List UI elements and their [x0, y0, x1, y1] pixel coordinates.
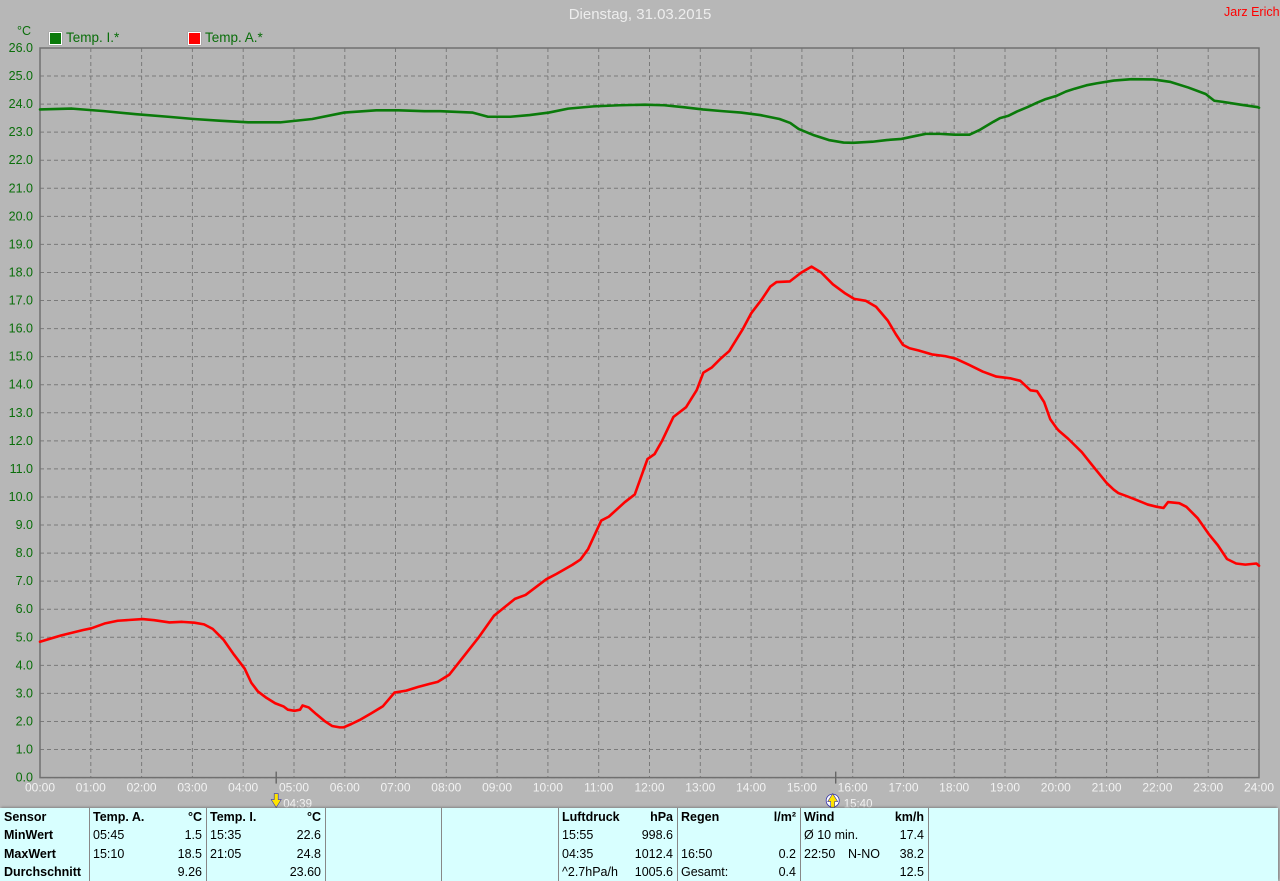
svg-text:17.0: 17.0 — [9, 294, 33, 308]
svg-text:00:00: 00:00 — [25, 781, 55, 795]
svg-text:23:00: 23:00 — [1193, 781, 1223, 795]
svg-text:22:00: 22:00 — [1142, 781, 1172, 795]
svg-text:17:00: 17:00 — [888, 781, 918, 795]
svg-text:7.0: 7.0 — [16, 574, 33, 588]
svg-text:9.0: 9.0 — [16, 518, 33, 532]
svg-text:16:00: 16:00 — [838, 781, 868, 795]
svg-text:02:00: 02:00 — [127, 781, 157, 795]
svg-text:14:00: 14:00 — [736, 781, 766, 795]
svg-text:04:00: 04:00 — [228, 781, 258, 795]
svg-text:01:00: 01:00 — [76, 781, 106, 795]
svg-text:11.0: 11.0 — [10, 462, 33, 476]
svg-text:22.0: 22.0 — [9, 153, 33, 167]
svg-text:04:39: 04:39 — [283, 799, 312, 808]
svg-text:16.0: 16.0 — [9, 322, 33, 336]
svg-text:10.0: 10.0 — [9, 490, 33, 504]
svg-text:18.0: 18.0 — [9, 266, 33, 280]
svg-text:13:00: 13:00 — [685, 781, 715, 795]
svg-text:23.0: 23.0 — [9, 125, 33, 139]
svg-text:06:00: 06:00 — [330, 781, 360, 795]
svg-text:14.0: 14.0 — [9, 378, 33, 392]
svg-text:3.0: 3.0 — [16, 686, 33, 700]
svg-text:19.0: 19.0 — [9, 237, 33, 251]
svg-text:20.0: 20.0 — [9, 209, 33, 223]
svg-text:21:00: 21:00 — [1092, 781, 1122, 795]
svg-text:4.0: 4.0 — [16, 658, 33, 672]
svg-text:2.0: 2.0 — [16, 715, 33, 729]
svg-text:24:00: 24:00 — [1244, 781, 1274, 795]
svg-text:24.0: 24.0 — [9, 97, 33, 111]
svg-text:15.0: 15.0 — [9, 350, 33, 364]
svg-text:12.0: 12.0 — [9, 434, 33, 448]
svg-text:15:00: 15:00 — [787, 781, 817, 795]
svg-text:15:40: 15:40 — [844, 799, 873, 808]
svg-text:19:00: 19:00 — [990, 781, 1020, 795]
svg-text:12:00: 12:00 — [634, 781, 664, 795]
svg-text:1.0: 1.0 — [16, 743, 33, 757]
svg-text:5.0: 5.0 — [16, 630, 33, 644]
svg-text:05:00: 05:00 — [279, 781, 309, 795]
svg-text:03:00: 03:00 — [177, 781, 207, 795]
svg-text:18:00: 18:00 — [939, 781, 969, 795]
svg-text:25.0: 25.0 — [9, 69, 33, 83]
svg-text:08:00: 08:00 — [431, 781, 461, 795]
svg-text:09:00: 09:00 — [482, 781, 512, 795]
svg-text:20:00: 20:00 — [1041, 781, 1071, 795]
svg-text:10:00: 10:00 — [533, 781, 563, 795]
svg-text:8.0: 8.0 — [16, 546, 33, 560]
svg-text:21.0: 21.0 — [9, 181, 33, 195]
svg-text:13.0: 13.0 — [9, 406, 33, 420]
svg-text:6.0: 6.0 — [16, 602, 33, 616]
svg-text:26.0: 26.0 — [9, 41, 33, 55]
svg-text:11:00: 11:00 — [584, 781, 613, 795]
svg-text:07:00: 07:00 — [380, 781, 410, 795]
